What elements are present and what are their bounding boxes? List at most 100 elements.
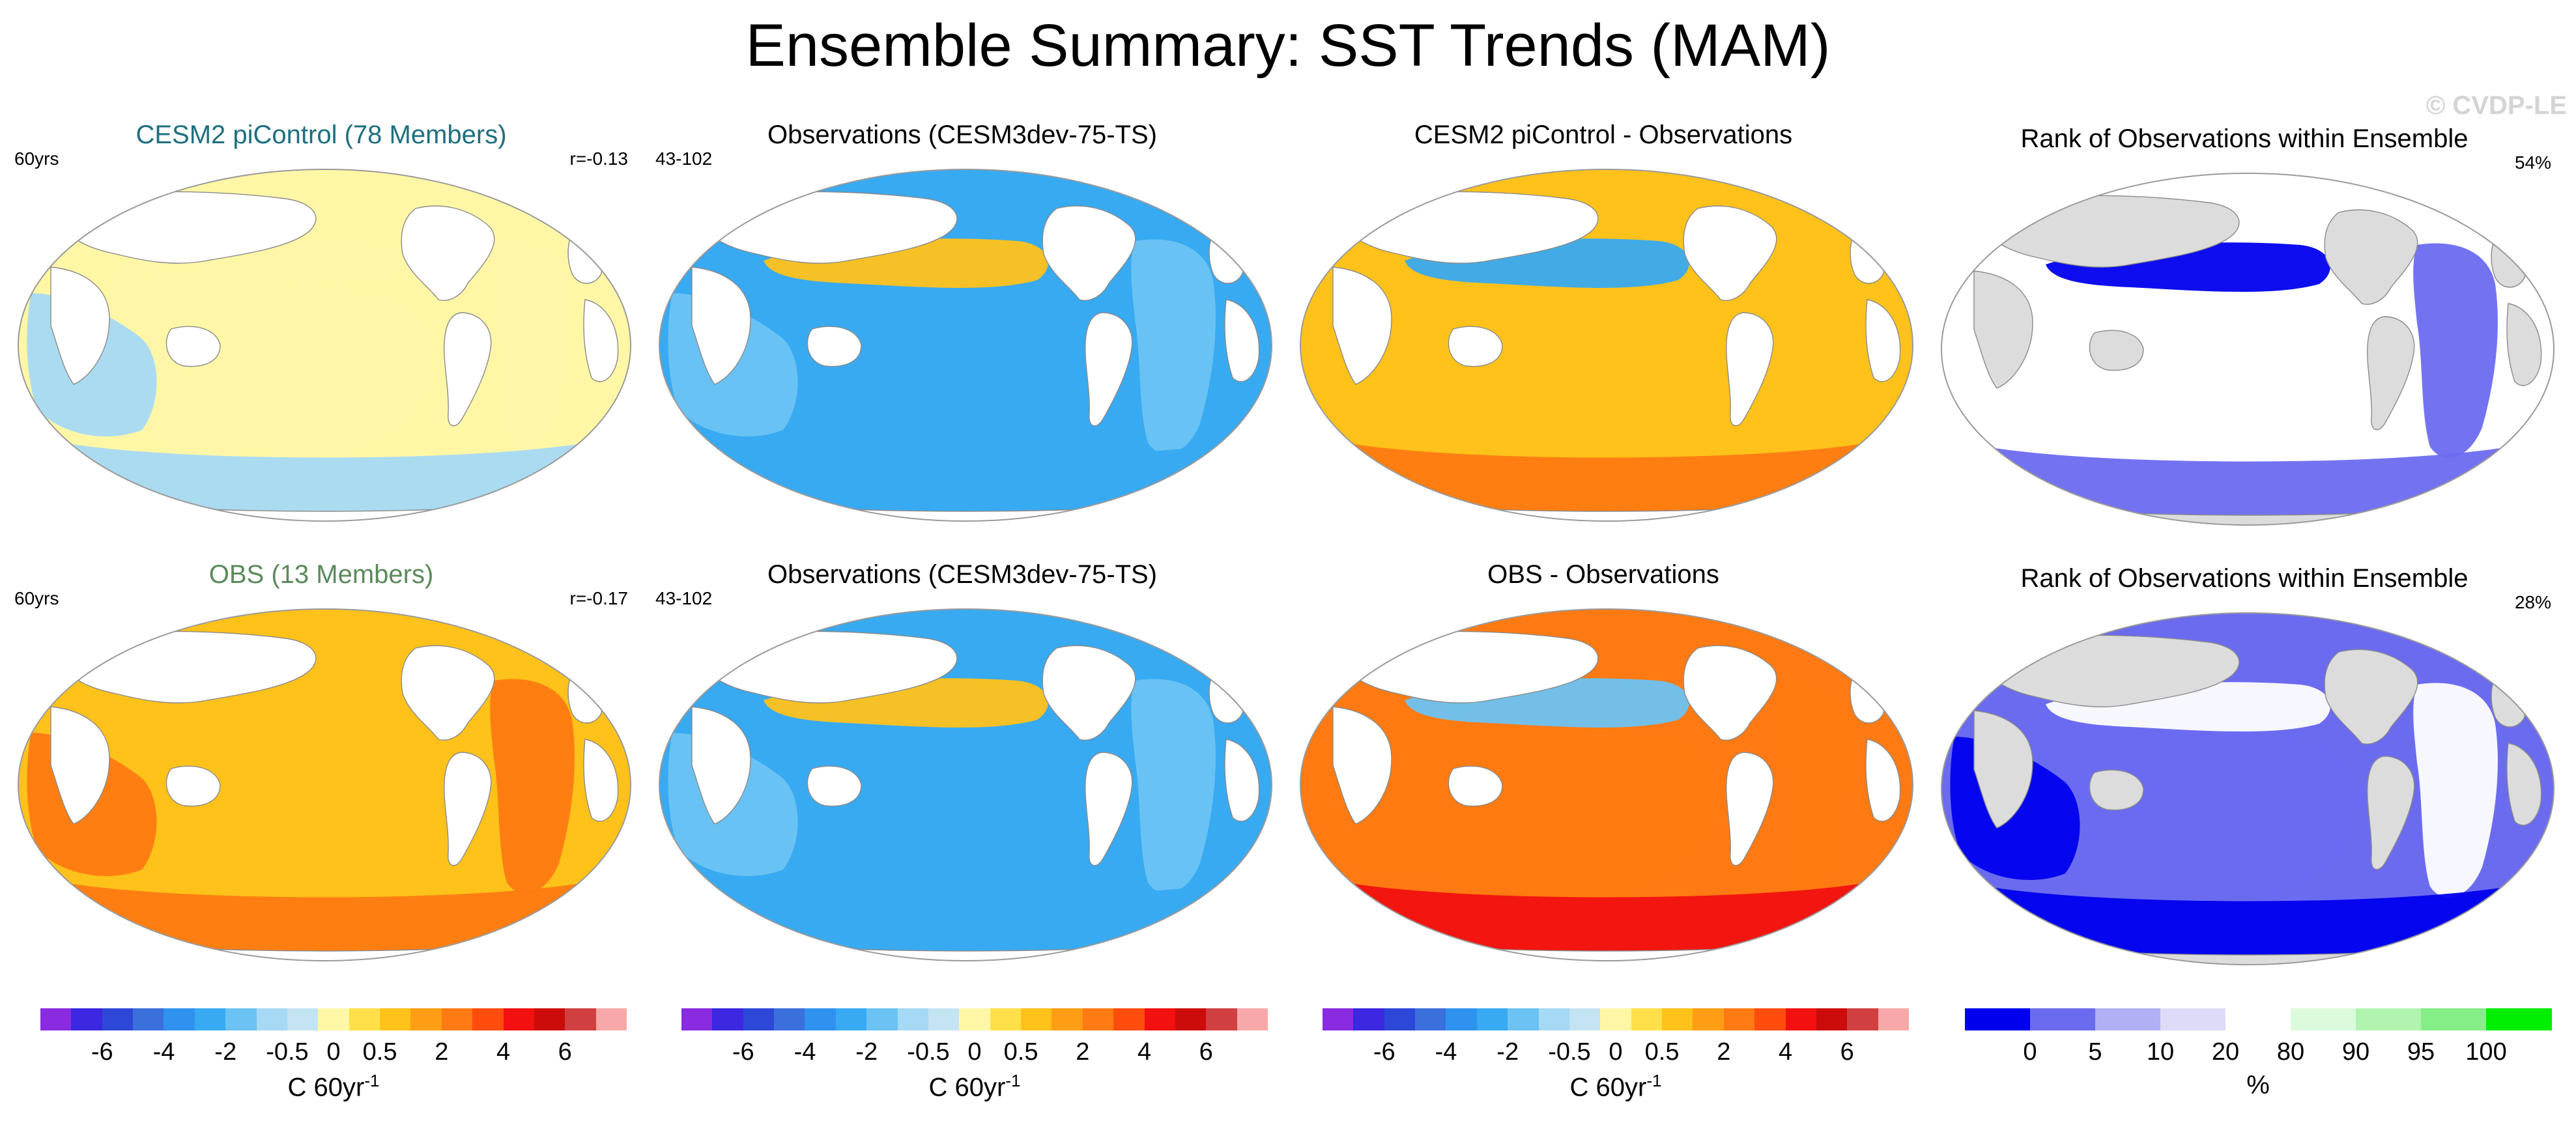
colorbar-swatch bbox=[1569, 1008, 1601, 1030]
colorbar-swatch bbox=[1538, 1008, 1570, 1030]
panel-period-label: 43-102 bbox=[655, 149, 713, 169]
colorbar-swatch bbox=[1415, 1008, 1446, 1030]
map-observations-1 bbox=[659, 169, 1272, 522]
continent-north-america bbox=[2324, 209, 2418, 305]
colorbar-swatch bbox=[1600, 1008, 1632, 1030]
map-field bbox=[1941, 173, 2554, 525]
continent-africa-east bbox=[1224, 299, 1260, 382]
continent-australia bbox=[2089, 330, 2144, 371]
map-field bbox=[1300, 169, 1913, 521]
region-atlantic bbox=[490, 679, 575, 894]
region-atlantic bbox=[1131, 239, 1216, 454]
colorbar-tick-label: 4 bbox=[1778, 1038, 1793, 1066]
colorbar-swatch bbox=[1353, 1008, 1385, 1030]
colorbar-swatch bbox=[897, 1008, 929, 1030]
continent-africa bbox=[1973, 710, 2033, 829]
panel-title: OBS - Observations bbox=[1487, 560, 1719, 589]
main-title: Ensemble Summary: SST Trends (MAM) bbox=[745, 12, 1831, 79]
panel-period-label: 60yrs bbox=[14, 149, 59, 169]
map-field bbox=[1300, 609, 1913, 961]
region-atlantic bbox=[2413, 683, 2498, 898]
map-observations-2 bbox=[659, 608, 1272, 961]
colorbar-tick-label: 0 bbox=[967, 1038, 982, 1066]
map-outline bbox=[659, 608, 1272, 961]
colorbar-swatch bbox=[1082, 1008, 1114, 1030]
continent-north-america bbox=[2324, 649, 2418, 745]
continent-south-america bbox=[2367, 316, 2415, 431]
colorbar-unit-text: C 60yr bbox=[1569, 1073, 1647, 1102]
watermark: © CVDP-LE bbox=[2426, 91, 2567, 120]
colorbar-unit-text: C 60yr bbox=[287, 1073, 365, 1102]
panel-cesm2-minus-obs: CESM2 piControl - Observations bbox=[1287, 119, 1919, 535]
map-outline bbox=[659, 169, 1272, 522]
colorbar-swatch bbox=[2030, 1008, 2096, 1030]
colorbar-swatch bbox=[194, 1008, 226, 1030]
panel-correlation-label: r=-0.17 bbox=[569, 588, 629, 608]
map-outline bbox=[18, 608, 631, 961]
colorbar-unit-exponent: -1 bbox=[364, 1071, 380, 1090]
map-outline bbox=[1941, 173, 2555, 526]
colorbar-swatch bbox=[1323, 1008, 1354, 1030]
colorbar-tick-label: 4 bbox=[496, 1038, 511, 1066]
colorbar-tick-label: -6 bbox=[1373, 1038, 1395, 1066]
colorbar-unit: % bbox=[2246, 1071, 2270, 1100]
map-cesm2-picontrol bbox=[18, 169, 631, 522]
colorbar-swatch bbox=[225, 1008, 257, 1030]
continent-australia bbox=[807, 326, 862, 367]
colorbar-tick-label: 90 bbox=[2341, 1038, 2370, 1066]
colorbar-swatches bbox=[681, 1008, 1268, 1030]
colorbar-trend-1: -6 -4 -2 -0.5 0 0.5 2 4 6 C 60yr-1 bbox=[40, 1008, 627, 1113]
continent-australia bbox=[1448, 765, 1503, 807]
colorbar-tick-label: -4 bbox=[152, 1038, 175, 1066]
colorbar-tick-label: -0.5 bbox=[266, 1038, 309, 1066]
colorbar-unit: C 60yr-1 bbox=[40, 1071, 627, 1102]
continent-north-america bbox=[1042, 205, 1136, 301]
region-southern bbox=[62, 883, 590, 954]
continent-greenland bbox=[543, 634, 589, 666]
colorbar-tick-label: 0.5 bbox=[1003, 1038, 1038, 1066]
colorbar-swatch bbox=[441, 1008, 473, 1030]
colorbar-swatch bbox=[256, 1008, 288, 1030]
colorbar-swatch bbox=[1113, 1008, 1145, 1030]
panel-title: CESM2 piControl (78 Members) bbox=[136, 121, 507, 149]
colorbar-tick-label: 0 bbox=[1609, 1038, 1623, 1066]
colorbar-swatch bbox=[164, 1008, 195, 1030]
panel-observations-2: Observations (CESM3dev-75-TS) 43-102 bbox=[646, 558, 1278, 975]
colorbar-tick-label: 95 bbox=[2407, 1038, 2435, 1066]
colorbar-tick-label: 0.5 bbox=[1644, 1038, 1680, 1066]
colorbar-swatch bbox=[990, 1008, 1022, 1030]
colorbar-tick-label: 10 bbox=[2146, 1038, 2175, 1066]
colorbar-swatch bbox=[1847, 1008, 1879, 1030]
colorbar-swatch bbox=[318, 1008, 350, 1030]
panel-title: OBS (13 Members) bbox=[208, 560, 434, 589]
colorbar-swatch bbox=[1723, 1008, 1755, 1030]
colorbar-swatch bbox=[380, 1008, 411, 1030]
continent-south-america bbox=[2367, 756, 2415, 870]
colorbar-swatch bbox=[2356, 1008, 2422, 1030]
continent-greenland bbox=[2467, 198, 2512, 230]
map-obs-members bbox=[18, 608, 631, 961]
colorbar-swatch bbox=[1965, 1008, 2031, 1030]
region-pacific bbox=[105, 700, 437, 909]
colorbar-swatch bbox=[1144, 1008, 1176, 1030]
continent-greenland bbox=[1825, 194, 1871, 226]
colorbar-swatch bbox=[805, 1008, 837, 1030]
panel-correlation-label: r=-0.13 bbox=[569, 149, 629, 169]
colorbar-swatch bbox=[287, 1008, 319, 1030]
continent-africa bbox=[1973, 270, 2033, 389]
colorbar-tick-label: 2 bbox=[1717, 1038, 1731, 1066]
colorbar-swatch bbox=[1384, 1008, 1416, 1030]
panel-period-label: 43-102 bbox=[655, 588, 713, 608]
colorbar-swatch bbox=[565, 1008, 597, 1030]
map-field bbox=[18, 609, 631, 961]
colorbar-swatch bbox=[2291, 1008, 2356, 1030]
continent-south-america bbox=[1085, 752, 1133, 866]
colorbar-swatch bbox=[1816, 1008, 1848, 1030]
map-field bbox=[18, 169, 631, 521]
panel-rank-1: Rank of Observations within Ensemble 54% bbox=[1928, 122, 2560, 539]
colorbar-swatch bbox=[681, 1008, 713, 1030]
colorbar-swatch bbox=[1237, 1008, 1268, 1030]
colorbar-swatch bbox=[1206, 1008, 1238, 1030]
continent-greenland bbox=[1184, 194, 1230, 226]
continent-north-america bbox=[1042, 645, 1136, 741]
